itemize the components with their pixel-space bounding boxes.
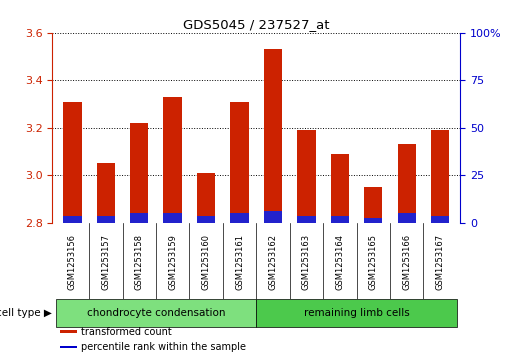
Text: GSM1253162: GSM1253162 (268, 234, 278, 290)
Title: GDS5045 / 237527_at: GDS5045 / 237527_at (183, 19, 329, 32)
Bar (130, 123, 149, 223)
Bar (61, 330, 77, 333)
Bar (364, 187, 382, 223)
Bar (197, 216, 215, 223)
Bar (97, 216, 115, 223)
Text: GSM1253160: GSM1253160 (201, 234, 211, 290)
Bar (230, 102, 249, 223)
Text: remaining limb cells: remaining limb cells (304, 308, 410, 318)
Bar (331, 216, 349, 223)
Text: percentile rank within the sample: percentile rank within the sample (81, 342, 246, 352)
Bar (63, 102, 82, 223)
Bar (397, 144, 416, 223)
Bar (431, 130, 449, 223)
Text: GSM1253165: GSM1253165 (369, 234, 378, 290)
Text: GSM1253158: GSM1253158 (135, 234, 144, 290)
Text: GSM1253161: GSM1253161 (235, 234, 244, 290)
Text: cell type ▶: cell type ▶ (0, 308, 52, 318)
Bar (364, 218, 382, 223)
Bar (55, 299, 256, 327)
Text: GSM1253159: GSM1253159 (168, 234, 177, 290)
Bar (431, 216, 449, 223)
Bar (230, 213, 249, 223)
Text: GSM1253164: GSM1253164 (335, 234, 344, 290)
Bar (264, 49, 282, 223)
Text: transformed count: transformed count (81, 326, 172, 337)
Text: chondrocyte condensation: chondrocyte condensation (87, 308, 225, 318)
Text: GSM1253157: GSM1253157 (101, 234, 110, 290)
Bar (197, 173, 215, 223)
Text: GSM1253163: GSM1253163 (302, 234, 311, 290)
Bar (256, 299, 457, 327)
Bar (397, 213, 416, 223)
Bar (297, 130, 315, 223)
Bar (297, 216, 315, 223)
Text: GSM1253156: GSM1253156 (68, 234, 77, 290)
Text: GSM1253166: GSM1253166 (402, 234, 411, 290)
Bar (97, 163, 115, 223)
Bar (63, 216, 82, 223)
Bar (264, 211, 282, 223)
Bar (331, 154, 349, 223)
Bar (164, 213, 182, 223)
Bar (130, 213, 149, 223)
Bar (61, 346, 77, 348)
Bar (164, 97, 182, 223)
Text: GSM1253167: GSM1253167 (436, 234, 445, 290)
